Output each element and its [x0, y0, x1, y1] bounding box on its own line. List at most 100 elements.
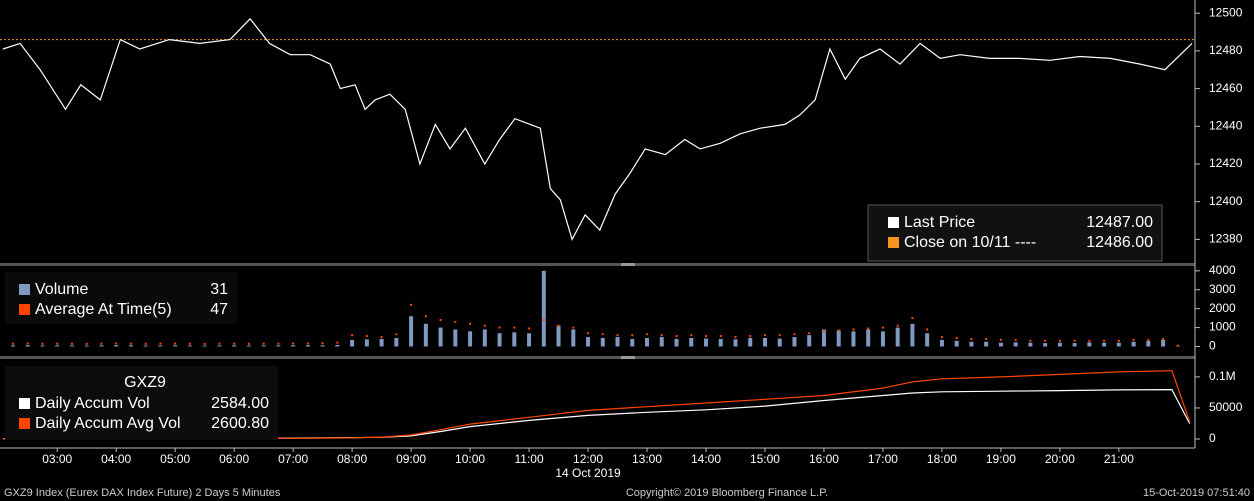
avg-dot [174, 342, 177, 345]
avg-dot [1044, 339, 1047, 342]
bar [998, 342, 1003, 347]
avg-dot [1176, 344, 1179, 347]
avg-dot [85, 342, 88, 345]
avg-dot [277, 342, 280, 345]
legend-label: Volume [35, 281, 88, 298]
divider-handle [621, 356, 635, 359]
legend-swatch [19, 398, 30, 409]
x-tick-label: 12:00 [573, 452, 603, 466]
x-tick-label: 06:00 [219, 452, 249, 466]
y-tick-label: 12420 [1209, 156, 1243, 170]
legend-box [867, 204, 1163, 262]
y-tick-label: 0.1M [1209, 369, 1236, 383]
x-tick-label: 15:00 [750, 452, 780, 466]
bar [733, 339, 738, 347]
avg-dot [822, 330, 825, 333]
bar [114, 345, 119, 347]
legend-value: 12487.00 [1086, 214, 1153, 231]
bar [1116, 342, 1121, 347]
avg-dot [26, 342, 29, 345]
bar [880, 331, 885, 347]
avg-dot [557, 324, 560, 327]
legend-swatch [19, 418, 30, 429]
avg-dot [233, 342, 236, 345]
bar [202, 345, 207, 347]
avg-dot [513, 326, 516, 329]
avg-dot [469, 322, 472, 325]
bar [10, 345, 15, 347]
avg-dot [247, 342, 250, 345]
avg-dot [454, 320, 457, 323]
avg-dot [1014, 338, 1017, 341]
bar [541, 270, 546, 347]
y-tick-label: 12440 [1209, 118, 1243, 132]
bar [984, 341, 989, 347]
footer-left: GXZ9 Index (Eurex DAX Index Future) 2 Da… [4, 487, 281, 499]
x-tick-label: 07:00 [278, 452, 308, 466]
footer-right: 15-Oct-2019 07:51:40 [1143, 487, 1250, 499]
legend-label: Close on 10/11 ---- [904, 234, 1036, 251]
avg-dot [188, 342, 191, 345]
avg-dot [999, 338, 1002, 341]
bar [718, 338, 723, 347]
legend-box [5, 272, 237, 324]
bar [954, 340, 959, 347]
bar [320, 345, 325, 347]
x-axis-label: 14 Oct 2019 [555, 466, 621, 480]
bar [762, 337, 767, 347]
avg-dot [1029, 339, 1032, 342]
avg-dot [483, 324, 486, 327]
bar [99, 345, 104, 347]
legend-box [5, 366, 278, 440]
bar [512, 332, 517, 347]
legend-value: 12486.00 [1086, 234, 1153, 251]
bar [394, 337, 399, 347]
bar [482, 329, 487, 347]
avg-dot [262, 342, 265, 345]
bar [497, 333, 502, 347]
avg-dot [1117, 339, 1120, 342]
x-tick-label: 08:00 [337, 452, 367, 466]
avg-dot [704, 335, 707, 338]
bar [586, 337, 591, 347]
bar [1043, 343, 1048, 347]
legend-label: Daily Accum Vol [35, 395, 150, 412]
legend-value: 47 [210, 301, 228, 318]
avg-dot [793, 333, 796, 336]
y-tick-label: 12500 [1209, 5, 1243, 19]
bar [807, 335, 812, 347]
footer-center: Copyright© 2019 Bloomberg Finance L.P. [626, 487, 828, 499]
avg-dot [498, 326, 501, 329]
avg-dot [203, 342, 206, 345]
x-tick-label: 21:00 [1104, 452, 1134, 466]
avg-dot [660, 334, 663, 337]
avg-dot [970, 337, 973, 340]
bar [364, 339, 369, 347]
bar [866, 329, 871, 347]
legend-title: GXZ9 [124, 374, 166, 391]
legend-label: Daily Accum Avg Vol [35, 415, 181, 432]
bar [1161, 339, 1166, 347]
avg-dot [1132, 338, 1135, 341]
x-tick-label: 14:00 [691, 452, 721, 466]
bar [453, 329, 458, 347]
bar [821, 329, 826, 347]
avg-dot [955, 336, 958, 339]
bar [910, 323, 915, 347]
bar [350, 339, 355, 347]
avg-dot [439, 319, 442, 322]
bar [674, 338, 679, 347]
bar [556, 325, 561, 347]
bar [276, 345, 281, 347]
avg-dot [56, 342, 59, 345]
x-tick-label: 20:00 [1045, 452, 1075, 466]
x-tick-label: 05:00 [160, 452, 190, 466]
avg-dot [395, 333, 398, 336]
x-tick-label: 19:00 [986, 452, 1016, 466]
avg-dot [129, 342, 132, 345]
bar [423, 323, 428, 347]
avg-dot [292, 342, 295, 345]
avg-dot [778, 334, 781, 337]
avg-dot [218, 342, 221, 345]
